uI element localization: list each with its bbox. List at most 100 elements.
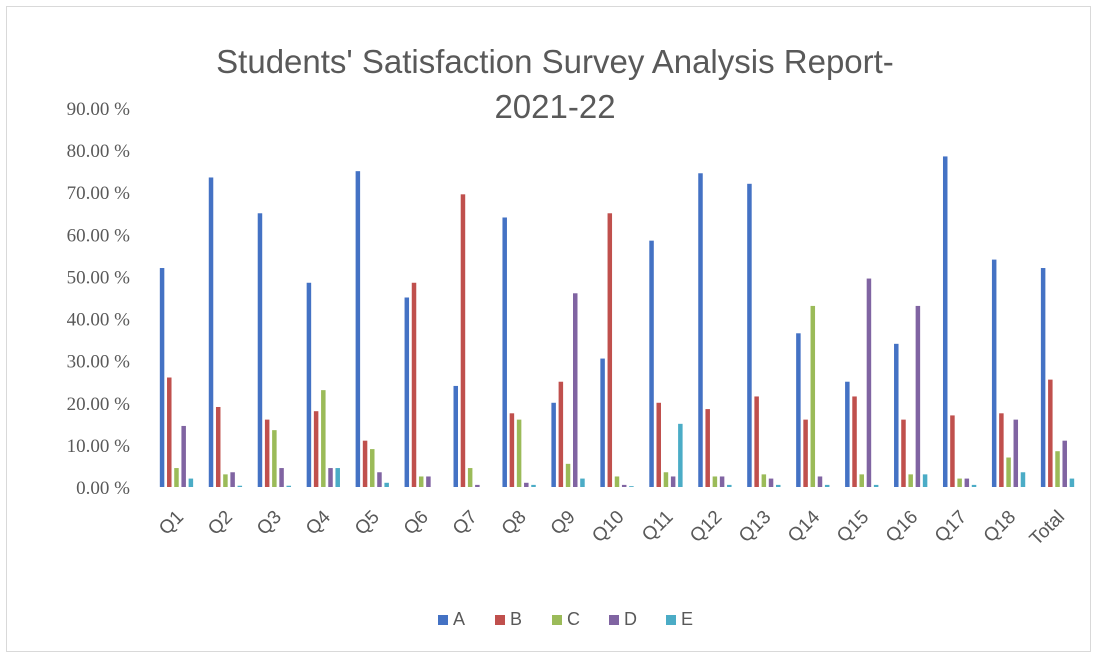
bar-e-q14 (824, 484, 830, 487)
bar-b-q2 (215, 406, 221, 487)
bar-b-q15 (852, 396, 857, 487)
legend-label-d: D (624, 609, 637, 629)
bar-e-q2 (237, 485, 243, 487)
y-tick-label: 0.00 % (76, 478, 130, 499)
bar-e-q3 (286, 485, 292, 487)
bar-e-q4 (335, 468, 340, 487)
bar-a-q1 (159, 268, 165, 487)
x-tick-label: Q3 (253, 507, 286, 540)
bar-e-total (1069, 478, 1075, 487)
y-tick-label: 50.00 % (67, 267, 131, 288)
bar-e-q16 (922, 474, 928, 487)
bar-b-q4 (313, 411, 319, 487)
bar-d-q2 (230, 472, 235, 487)
bar-b-q18 (999, 413, 1004, 487)
legend-swatch-a (438, 615, 448, 625)
y-tick-label: 40.00 % (67, 310, 131, 331)
bar-a-q7 (453, 385, 459, 487)
bar-d-q6 (426, 476, 431, 487)
x-tick-label: Q14 (784, 506, 825, 547)
bar-d-q7 (475, 484, 480, 487)
y-tick-label: 30.00 % (67, 352, 131, 373)
x-tick-label: Q7 (449, 507, 482, 540)
bar-c-q2 (223, 474, 228, 487)
bar-c-q11 (663, 472, 669, 487)
bar-d-q16 (915, 305, 921, 487)
x-tick-label: Q12 (686, 507, 726, 547)
x-tick-label: Total (1026, 507, 1069, 550)
bar-e-q18 (1020, 472, 1026, 487)
bar-d-q9 (573, 293, 578, 487)
bar-e-q15 (873, 484, 879, 487)
y-tick-label: 90.00 % (67, 99, 131, 120)
bar-a-q18 (991, 259, 997, 487)
y-tick-label: 60.00 % (67, 225, 131, 246)
bar-b-q6 (411, 282, 417, 487)
bar-a-q9 (551, 402, 556, 487)
bar-a-q3 (257, 213, 263, 487)
x-axis: Q1 Q2 Q3 Q4 Q5 Q6 Q7 Q8 Q9 Q10 Q11 Q12 Q13 Q14 Q15 Q16 Q… (155, 506, 1069, 550)
bar-c-q14 (810, 305, 816, 487)
x-tick-label: Q15 (833, 507, 873, 547)
bar-b-q3 (264, 419, 270, 487)
bar-d-q11 (670, 476, 676, 487)
bar-c-q7 (467, 468, 473, 487)
legend-label-b: B (510, 609, 522, 629)
bar-d-q18 (1013, 419, 1019, 487)
bar-d-q14 (817, 476, 823, 487)
legend-swatch-c (552, 615, 562, 625)
bar-d-q13 (768, 478, 774, 487)
x-tick-label: Q5 (351, 507, 384, 540)
bar-c-q17 (957, 478, 962, 487)
x-tick-label: Q6 (400, 507, 433, 540)
y-tick-label: 20.00 % (67, 394, 131, 415)
legend-swatch-b (495, 615, 505, 625)
bar-c-q18 (1006, 457, 1011, 487)
y-tick-label: 10.00 % (67, 436, 131, 457)
bar-e-q17 (971, 484, 977, 487)
bar-c-total (1055, 451, 1060, 487)
bar-a-q11 (649, 240, 654, 487)
legend-label-a: A (453, 609, 465, 629)
x-tick-label: Q13 (735, 507, 775, 547)
bar-d-q15 (866, 278, 872, 487)
bar-b-q14 (803, 419, 808, 487)
bar-d-q17 (964, 478, 970, 487)
bar-e-q8 (531, 484, 536, 487)
bar-d-q4 (328, 468, 333, 487)
legend-label-c: C (567, 609, 580, 629)
bar-a-q12 (698, 173, 703, 487)
x-tick-label: Q10 (588, 507, 628, 547)
bar-c-q5 (370, 449, 375, 487)
bar-c-q15 (859, 474, 864, 487)
bar-e-q9 (580, 478, 585, 487)
bar-a-q16 (894, 343, 899, 487)
bar-c-q3 (272, 430, 277, 487)
chart-title-line2: 2021-22 (494, 88, 615, 125)
chart-frame (6, 6, 1091, 652)
bar-d-q3 (279, 468, 284, 487)
bar-e-q1 (188, 478, 194, 487)
bar-a-q8 (502, 217, 507, 487)
bar-a-q6 (404, 297, 410, 487)
bar-a-q17 (942, 156, 948, 487)
bar-e-q10 (629, 486, 634, 487)
bar-c-q8 (516, 419, 522, 487)
bar-e-q13 (775, 484, 781, 487)
x-tick-label: Q1 (155, 507, 188, 540)
bar-e-q11 (678, 423, 683, 487)
bar-b-q9 (558, 381, 564, 487)
bar-e-q5 (384, 482, 389, 487)
bar-d-q1 (181, 425, 186, 487)
bar-a-q13 (747, 183, 752, 488)
bar-b-q5 (362, 440, 368, 487)
bar-c-q6 (418, 476, 424, 487)
x-tick-label: Q2 (204, 507, 237, 540)
bar-b-q7 (460, 194, 466, 488)
bar-d-total (1062, 440, 1067, 487)
bar-b-q13 (754, 396, 759, 487)
bar-c-q9 (565, 463, 571, 487)
bar-a-q4 (306, 282, 312, 487)
x-tick-label: Q4 (302, 506, 335, 539)
